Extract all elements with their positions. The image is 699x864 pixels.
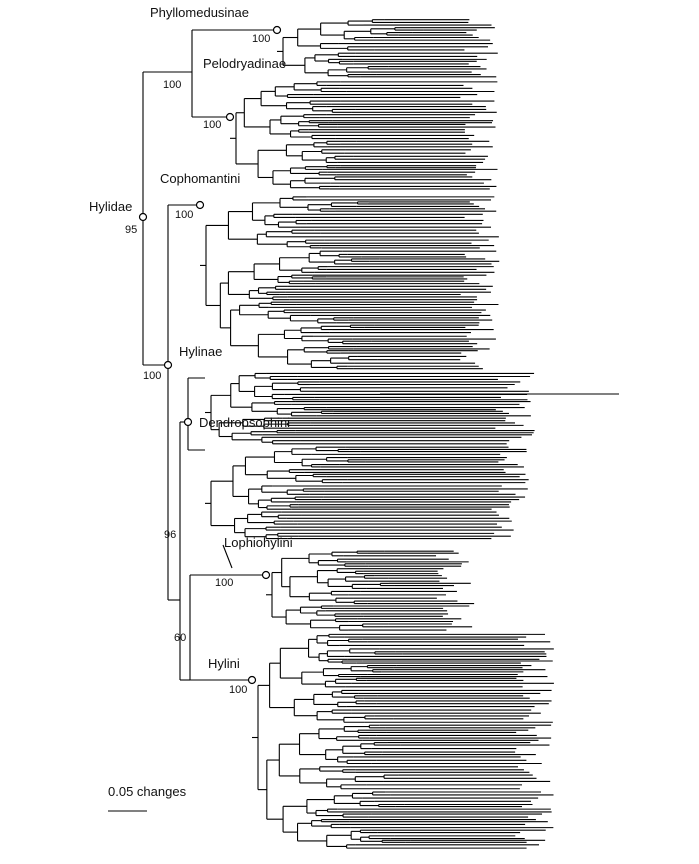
node-dendropsophini	[183, 417, 193, 427]
tree-tips	[262, 19, 619, 849]
node-hylinae	[163, 360, 173, 370]
scale-bar-label: 0.05 changes	[108, 784, 187, 799]
lophiohylini-pointer	[222, 544, 233, 569]
support-dendro-lophio-hylini: 96	[164, 529, 176, 541]
clade-label-pelodryadinae: Pelodryadinae	[203, 56, 286, 71]
support-phyllomedusinae: 100	[252, 33, 270, 45]
node-cophomantini	[195, 200, 205, 210]
node-pelodryadinae	[225, 112, 235, 122]
support-pelodryadinae: 100	[203, 119, 221, 131]
support-root-phyllo-pelo: 100	[163, 79, 181, 91]
node-hylidae	[138, 212, 148, 222]
clade-label-lophiohylini: Lophiohylini	[224, 535, 293, 550]
clade-label-phyllomedusinae: Phyllomedusinae	[150, 5, 249, 20]
clade-label-hylinae: Hylinae	[179, 344, 222, 359]
support-hylidae: 95	[125, 224, 137, 236]
tree-branches	[200, 19, 424, 849]
node-phyllomedusinae	[272, 25, 282, 35]
clade-label-dendropsophini: Dendropsophini	[199, 415, 290, 430]
node-hylini	[247, 675, 257, 685]
support-lophiohylini: 100	[215, 577, 233, 589]
clade-label-cophomantini: Cophomantini	[160, 171, 240, 186]
support-hylini: 100	[229, 684, 247, 696]
support-lophio-hylini: 60	[174, 632, 186, 644]
support-cophomantini: 100	[175, 209, 193, 221]
node-lophiohylini	[261, 570, 271, 580]
clade-label-hylidae: Hylidae	[89, 199, 132, 214]
support-hylinae: 100	[143, 370, 161, 382]
clade-label-hylini: Hylini	[208, 656, 240, 671]
